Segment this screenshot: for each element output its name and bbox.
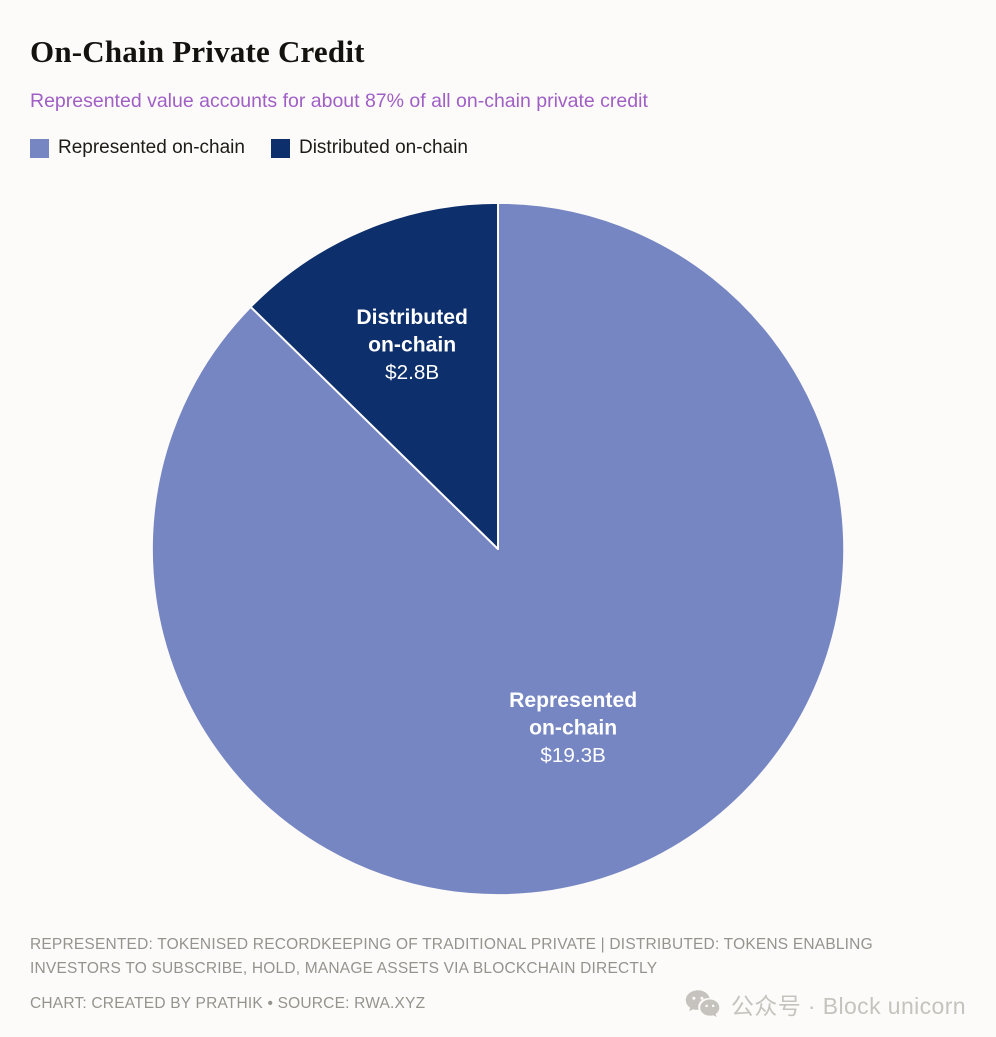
watermark-text: 公众号 · Block unicorn bbox=[730, 993, 966, 1020]
pie-chart-svg: Represented on-chain $19.3B Distributed on-c… bbox=[150, 201, 846, 897]
legend-swatch bbox=[30, 138, 49, 158]
pie-slice-label: Represented on-chain $19.3B bbox=[509, 689, 637, 767]
legend-item-distributed: Distributed on-chain bbox=[270, 137, 468, 159]
source-credit: CHART: CREATED BY PRATHIK • SOURCE: RWA.… bbox=[30, 995, 426, 1013]
chart-legend: Represented on-chain Distributed on-chain bbox=[30, 137, 966, 159]
footer-row: CHART: CREATED BY PRATHIK • SOURCE: RWA.… bbox=[30, 987, 966, 1021]
page-title: On-Chain Private Credit bbox=[30, 34, 365, 69]
legend-item-represented: Represented on-chain bbox=[30, 137, 245, 159]
wechat-icon bbox=[685, 990, 720, 1018]
footnote: REPRESENTED: TOKENISED RECORDKEEPING OF … bbox=[30, 936, 873, 978]
pie-slice-distributed-on-chain bbox=[249, 201, 499, 551]
legend-swatch bbox=[270, 138, 290, 158]
pie-chart: Represented on-chain $19.3B Distributed on-c… bbox=[30, 195, 966, 903]
chart-subtitle: Represented value accounts for about 87%… bbox=[30, 89, 648, 112]
pie-slice-label: Distributed on-chain $2.8B bbox=[356, 306, 468, 384]
legend-label: Represented on-chain bbox=[58, 137, 245, 159]
watermark: 公众号 · Block unicorn bbox=[685, 987, 966, 1021]
legend-label: Distributed on-chain bbox=[298, 137, 468, 159]
